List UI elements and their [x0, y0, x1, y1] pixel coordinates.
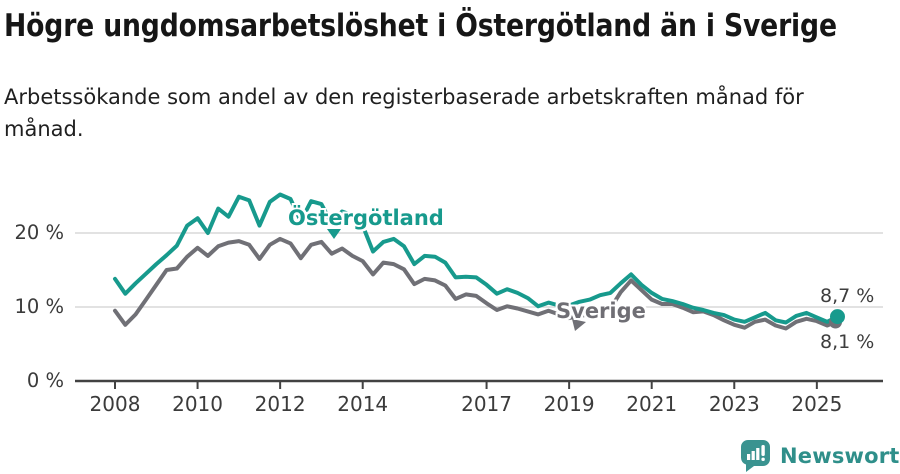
chart-subtitle: Arbetssökande som andel av den registerb… [4, 85, 804, 141]
brand-name: Newsworthy [780, 443, 900, 468]
series-label-ostergotland: Östergötland [288, 206, 444, 230]
x-axis-label: 2021 [626, 392, 678, 416]
end-value-label-ostergotland: 8,7 % [820, 285, 875, 307]
x-axis-label: 2023 [708, 392, 760, 416]
end-value-label-sverige: 8,1 % [820, 331, 875, 353]
y-axis-label-0: 0 % [26, 369, 64, 392]
x-axis-label: 2019 [543, 392, 595, 416]
x-axis-label: 2008 [89, 392, 141, 416]
x-axis-label: 2010 [172, 392, 224, 416]
series-label-sverige: Sverige [556, 299, 646, 323]
x-axis-label: 2017 [461, 392, 513, 416]
x-axis-label: 2012 [254, 392, 306, 416]
brand-footer: Newsworthy [740, 439, 900, 472]
x-axis-label: 2025 [791, 392, 843, 416]
newsworthy-logo-icon [741, 440, 770, 472]
x-axis-label: 2014 [337, 392, 389, 416]
y-axis-label-20: 20 % [14, 221, 64, 244]
y-axis-label-10: 10 % [14, 295, 64, 318]
page-title: Högre ungdomsarbetslöshet i Östergötland… [4, 8, 837, 44]
